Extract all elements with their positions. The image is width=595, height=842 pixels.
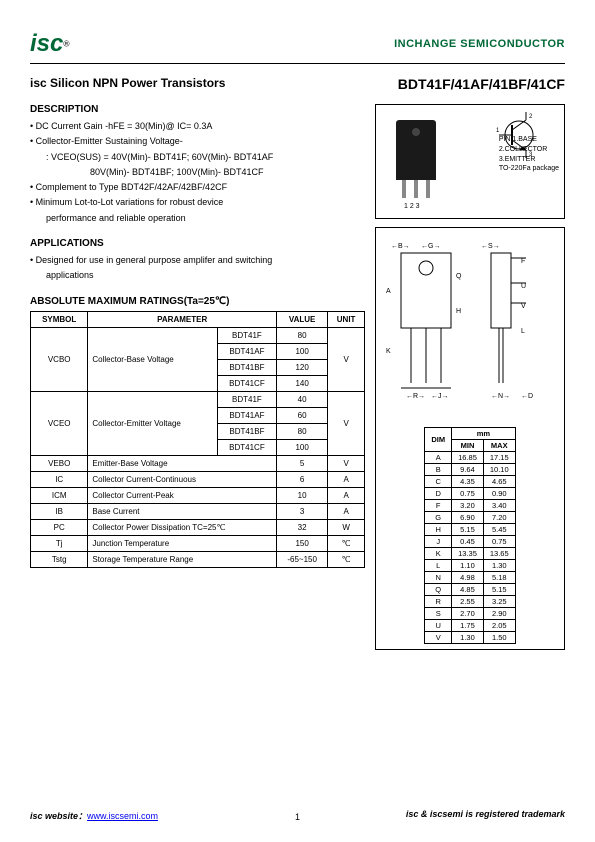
svg-text:←B→: ←B→ bbox=[391, 243, 410, 250]
table-row: S2.702.90 bbox=[425, 608, 515, 620]
table-row: V1.301.50 bbox=[425, 632, 515, 644]
cell-param: Collector-Base Voltage bbox=[88, 327, 217, 391]
svg-text:Q: Q bbox=[456, 273, 462, 280]
left-column: DESCRIPTION • DC Current Gain -hFE = 30(… bbox=[30, 92, 365, 650]
svg-text:K: K bbox=[386, 348, 391, 355]
table-row: B9.6410.10 bbox=[425, 464, 515, 476]
svg-text:U: U bbox=[521, 283, 526, 290]
package-diagram: 1 2 3 1 2 3 PIN 1.BASE 2.COLLECTOR 3.EMI… bbox=[375, 104, 565, 219]
table-row: G6.907.20 bbox=[425, 512, 515, 524]
package-icon: 1 2 3 bbox=[396, 120, 436, 180]
section-description: DESCRIPTION bbox=[30, 104, 365, 115]
logo-text: isc bbox=[30, 30, 63, 57]
dimension-svg: ←B→ ←G→ A K ←R→ ←J→ Q H ←S→ F U V L bbox=[381, 233, 561, 423]
desc-item: • Complement to Type BDT42F/42AF/42BF/42… bbox=[30, 180, 365, 195]
table-row: VCBO Collector-Base Voltage BDT41F 80 V bbox=[31, 327, 365, 343]
table-row: IBBase Current3A bbox=[31, 503, 365, 519]
table-row: PCCollector Power Dissipation TC=25℃32W bbox=[31, 519, 365, 535]
content-row: DESCRIPTION • DC Current Gain -hFE = 30(… bbox=[30, 92, 565, 650]
right-column: 1 2 3 1 2 3 PIN 1.BASE 2.COLLECTOR 3.EMI… bbox=[375, 92, 565, 650]
desc-item: • DC Current Gain -hFE = 30(Min)@ IC= 0.… bbox=[30, 119, 365, 134]
svg-text:←D: ←D bbox=[521, 393, 533, 400]
table-row: L1.101.30 bbox=[425, 560, 515, 572]
svg-text:←R→: ←R→ bbox=[406, 393, 425, 400]
table-header-row: SYMBOL PARAMETER VALUE UNIT bbox=[31, 311, 365, 327]
cell-unit: V bbox=[328, 391, 365, 455]
desc-item: • Minimum Lot-to-Lot variations for robu… bbox=[30, 195, 365, 210]
cell-value: 80 bbox=[277, 327, 328, 343]
th-parameter: PARAMETER bbox=[88, 311, 277, 327]
table-row: U1.752.05 bbox=[425, 620, 515, 632]
logo-block: isc® bbox=[30, 30, 70, 58]
reg-mark: ® bbox=[63, 39, 69, 49]
table-row: R2.553.25 bbox=[425, 596, 515, 608]
page-number: 1 bbox=[295, 812, 300, 822]
table-row: F3.203.40 bbox=[425, 500, 515, 512]
table-row: D0.750.90 bbox=[425, 488, 515, 500]
trademark-text: isc & iscsemi is registered trademark bbox=[406, 809, 565, 822]
cell-unit: V bbox=[328, 327, 365, 391]
dimension-diagram: ←B→ ←G→ A K ←R→ ←J→ Q H ←S→ F U V L bbox=[375, 227, 565, 650]
cell-symbol: VCBO bbox=[31, 327, 88, 391]
svg-text:←S→: ←S→ bbox=[481, 243, 500, 250]
th-unit: UNIT bbox=[328, 311, 365, 327]
description-list: • DC Current Gain -hFE = 30(Min)@ IC= 0.… bbox=[30, 119, 365, 226]
th-symbol: SYMBOL bbox=[31, 311, 88, 327]
section-applications: APPLICATIONS bbox=[30, 238, 365, 249]
applications-list: • Designed for use in general purpose am… bbox=[30, 253, 365, 284]
table-row: C4.354.65 bbox=[425, 476, 515, 488]
th-value: VALUE bbox=[277, 311, 328, 327]
table-row: VEBOEmitter-Base Voltage5V bbox=[31, 455, 365, 471]
desc-item: • Collector-Emitter Sustaining Voltage- bbox=[30, 134, 365, 149]
table-row: J0.450.75 bbox=[425, 536, 515, 548]
table-row: ICMCollector Current-Peak10A bbox=[31, 487, 365, 503]
svg-text:H: H bbox=[456, 308, 461, 315]
svg-text:A: A bbox=[386, 288, 391, 295]
table-row: H5.155.45 bbox=[425, 524, 515, 536]
svg-text:2: 2 bbox=[529, 114, 533, 120]
desc-item: performance and reliable operation bbox=[30, 211, 365, 226]
svg-text:L: L bbox=[521, 328, 525, 335]
table-row: VCEO Collector-Emitter Voltage BDT41F 40… bbox=[31, 391, 365, 407]
desc-item: 80V(Min)- BDT41BF; 100V(Min)- BDT41CF bbox=[30, 165, 365, 180]
table-row: TjJunction Temperature150℃ bbox=[31, 535, 365, 551]
website-link[interactable]: www.iscsemi.com bbox=[87, 811, 158, 821]
svg-text:F: F bbox=[521, 258, 525, 265]
table-row: Q4.855.15 bbox=[425, 584, 515, 596]
table-row: ICCollector Current-Continuous6A bbox=[31, 471, 365, 487]
app-item: applications bbox=[30, 268, 365, 283]
desc-item: : VCEO(SUS) = 40V(Min)- BDT41F; 60V(Min)… bbox=[30, 150, 365, 165]
dimension-drawing: ←B→ ←G→ A K ←R→ ←J→ Q H ←S→ F U V L bbox=[381, 233, 559, 423]
page-header: isc® INCHANGE SEMICONDUCTOR bbox=[30, 30, 565, 64]
part-number: BDT41F/41AF/41BF/41CF bbox=[398, 76, 565, 92]
table-row: TstgStorage Temperature Range-65~150℃ bbox=[31, 551, 365, 567]
pin-numbers: 1 2 3 bbox=[404, 203, 420, 210]
svg-text:←G→: ←G→ bbox=[421, 243, 440, 250]
svg-text:1: 1 bbox=[496, 128, 500, 134]
ratings-table: SYMBOL PARAMETER VALUE UNIT VCBO Collect… bbox=[30, 311, 365, 568]
table-row: A16.8517.15 bbox=[425, 452, 515, 464]
title-row: isc Silicon NPN Power Transistors BDT41F… bbox=[30, 76, 565, 92]
svg-text:V: V bbox=[521, 303, 526, 310]
table-row: K13.3513.65 bbox=[425, 548, 515, 560]
app-item: • Designed for use in general purpose am… bbox=[30, 253, 365, 268]
website-block: isc website：www.iscsemi.com bbox=[30, 809, 158, 822]
product-title: isc Silicon NPN Power Transistors bbox=[30, 76, 225, 92]
svg-text:←N→: ←N→ bbox=[491, 393, 510, 400]
dimensions-table: DIMmm MINMAX A16.8517.15B9.6410.10C4.354… bbox=[424, 427, 515, 644]
cell-symbol: VCEO bbox=[31, 391, 88, 455]
table-row: N4.985.18 bbox=[425, 572, 515, 584]
section-ratings: ABSOLUTE MAXIMUM RATINGS(Ta=25℃) bbox=[30, 296, 365, 307]
company-name: INCHANGE SEMICONDUCTOR bbox=[394, 38, 565, 50]
cell-param: Collector-Emitter Voltage bbox=[88, 391, 217, 455]
cell-variant: BDT41F bbox=[217, 327, 276, 343]
svg-text:←J→: ←J→ bbox=[431, 393, 449, 400]
pin-description: PIN 1.BASE 2.COLLECTOR 3.EMITTER TO-220F… bbox=[499, 135, 559, 174]
